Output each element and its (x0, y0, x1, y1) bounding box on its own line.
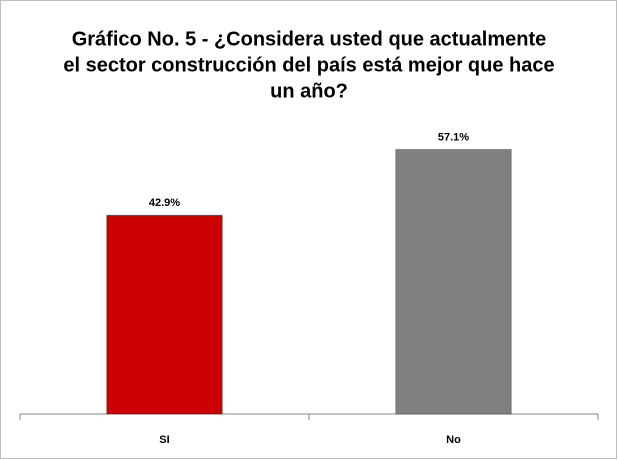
chart-title: el sector construcción del país está mej… (63, 54, 554, 76)
chart-title: Gráfico No. 5 - ¿Considera usted que act… (72, 28, 547, 50)
data-label: 57.1% (438, 131, 469, 143)
x-tick-label: No (446, 434, 461, 446)
x-tick-label: SI (159, 434, 169, 446)
bar (395, 148, 512, 415)
bar (106, 214, 223, 415)
data-label: 42.9% (149, 197, 180, 209)
chart-title: un año? (270, 80, 348, 102)
